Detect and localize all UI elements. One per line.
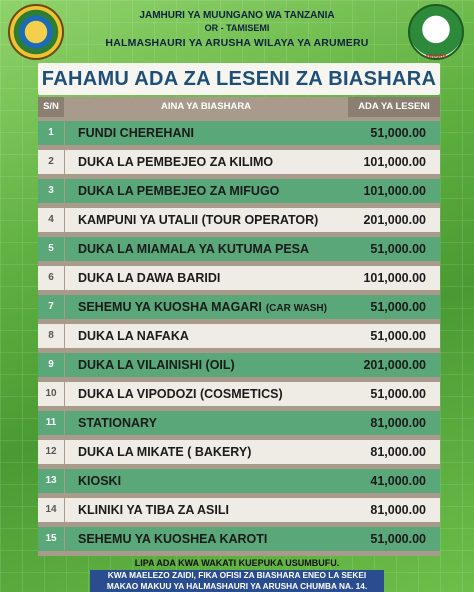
- footer-note: LIPA ADA KWA WAKATI KUEPUKA USUMBUFU.: [134, 558, 340, 568]
- table-row: 15 SEHEMU YA KUOSHEA KAROTI 51,000.00: [38, 527, 440, 551]
- row-business-type: DUKA LA NAFAKA: [65, 324, 440, 348]
- header-line-1: JAMHURI YA MUUNGANO WA TANZANIA: [139, 10, 335, 21]
- row-sn: 2: [38, 150, 64, 174]
- row-license-fee: 201,000.00: [363, 213, 426, 227]
- row-business-name: DUKA LA NAFAKA: [78, 329, 189, 343]
- header-ada: ADA YA LESENI (Tsh.): [348, 97, 440, 132]
- row-business-type: KAMPUNI YA UTALII (TOUR OPERATOR): [65, 208, 440, 232]
- fees-table: S/N AINA YA BIASHARA ADA YA LESENI (Tsh.…: [38, 97, 440, 556]
- row-license-fee: 51,000.00: [370, 300, 426, 314]
- row-license-fee: 201,000.00: [363, 358, 426, 372]
- row-sn: 14: [38, 498, 64, 522]
- coat-of-arms-icon: [8, 4, 64, 60]
- row-business-type: SEHEMU YA KUOSHA MAGARI (CAR WASH): [65, 295, 440, 319]
- table-row: 5 DUKA LA MIAMALA YA KUTUMA PESA 51,000.00: [38, 237, 440, 261]
- row-business-name: DUKA LA VILAINISHI (OIL): [78, 358, 235, 372]
- row-business-type: DUKA LA VIPODOZI (COSMETICS): [65, 382, 440, 406]
- row-business-type: DUKA LA DAWA BARIDI: [65, 266, 440, 290]
- row-business-name: DUKA LA VIPODOZI (COSMETICS): [78, 387, 283, 401]
- row-sn: 4: [38, 208, 64, 232]
- council-logo-text: ARUSHA: [425, 54, 447, 60]
- row-license-fee: 101,000.00: [363, 271, 426, 285]
- council-logo-icon: ARUSHA: [408, 4, 464, 60]
- title-band: FAHAMU ADA ZA LESENI ZA BIASHARA: [38, 63, 440, 95]
- row-business-type: DUKA LA VILAINISHI (OIL): [65, 353, 440, 377]
- table-row: 11 STATIONARY 81,000.00: [38, 411, 440, 435]
- row-business-name: SEHEMU YA KUOSHEA KAROTI: [78, 532, 268, 546]
- table-row: 13 KIOSKI 41,000.00: [38, 469, 440, 493]
- row-license-fee: 51,000.00: [370, 387, 426, 401]
- row-business-name: DUKA LA DAWA BARIDI: [78, 271, 221, 285]
- row-sn: 6: [38, 266, 64, 290]
- table-row: 9 DUKA LA VILAINISHI (OIL) 201,000.00: [38, 353, 440, 377]
- footer-info: KWA MAELEZO ZAIDI, FIKA OFISI ZA BIASHAR…: [90, 570, 384, 592]
- row-sn: 3: [38, 179, 64, 203]
- table-row: 14 KLINIKI YA TIBA ZA ASILI 81,000.00: [38, 498, 440, 522]
- row-sn: 1: [38, 121, 64, 145]
- row-business-name: SEHEMU YA KUOSHA MAGARI: [78, 300, 262, 314]
- row-sn: 7: [38, 295, 64, 319]
- row-business-name: STATIONARY: [78, 416, 157, 430]
- row-business-type: KIOSKI: [65, 469, 440, 493]
- footer-line-2: KWA MAELEZO ZAIDI, FIKA OFISI ZA BIASHAR…: [107, 570, 367, 580]
- row-business-type: SEHEMU YA KUOSHEA KAROTI: [65, 527, 440, 551]
- header-line-3: HALMASHAURI YA ARUSHA WILAYA YA ARUMERU: [105, 37, 369, 49]
- row-license-fee: 51,000.00: [370, 126, 426, 140]
- row-sn: 12: [38, 440, 64, 464]
- row-business-type: STATIONARY: [65, 411, 440, 435]
- row-license-fee: 41,000.00: [370, 474, 426, 488]
- row-sn: 9: [38, 353, 64, 377]
- row-business-subtitle: (CAR WASH): [265, 303, 327, 314]
- row-business-type: KLINIKI YA TIBA ZA ASILI: [65, 498, 440, 522]
- row-business-name: KIOSKI: [78, 474, 122, 488]
- table-row: 2 DUKA LA PEMBEJEO ZA KILIMO 101,000.00: [38, 150, 440, 174]
- page-title: FAHAMU ADA ZA LESENI ZA BIASHARA: [41, 67, 437, 90]
- table-row: 10 DUKA LA VIPODOZI (COSMETICS) 51,000.00: [38, 382, 440, 406]
- row-sn: 11: [38, 411, 64, 435]
- row-business-type: FUNDI CHEREHANI: [65, 121, 440, 145]
- header: JAMHURI YA MUUNGANO WA TANZANIA OR - TAM…: [0, 0, 474, 60]
- header-sn: S/N: [38, 97, 64, 117]
- table-row: 7 SEHEMU YA KUOSHA MAGARI (CAR WASH) 51,000…: [38, 295, 440, 319]
- row-business-name: DUKA LA MIKATE ( BAKERY): [78, 445, 252, 459]
- row-license-fee: 51,000.00: [370, 329, 426, 343]
- row-business-type: DUKA LA PEMBEJEO ZA KILIMO: [65, 150, 440, 174]
- table-row: 3 DUKA LA PEMBEJEO ZA MIFUGO 101,000.00: [38, 179, 440, 203]
- header-line-2: OR - TAMISEMI: [204, 23, 270, 33]
- row-license-fee: 101,000.00: [363, 184, 426, 198]
- table-header: S/N AINA YA BIASHARA ADA YA LESENI (Tsh.…: [38, 97, 440, 132]
- row-license-fee: 81,000.00: [370, 416, 426, 430]
- table-row: 12 DUKA LA MIKATE ( BAKERY) 81,000.00: [38, 440, 440, 464]
- row-license-fee: 81,000.00: [370, 445, 426, 459]
- table-row: 1 FUNDI CHEREHANI 51,000.00: [38, 121, 440, 145]
- row-sn: 5: [38, 237, 64, 261]
- row-license-fee: 51,000.00: [370, 242, 426, 256]
- header-aina: AINA YA BIASHARA: [160, 101, 252, 112]
- row-business-type: DUKA LA PEMBEJEO ZA MIFUGO: [65, 179, 440, 203]
- row-business-type: DUKA LA MIAMALA YA KUTUMA PESA: [65, 237, 440, 261]
- footer-line-3: MAKAO MAKUU YA HALMASHAURI YA ARUSHA CHU…: [106, 581, 368, 591]
- row-sn: 8: [38, 324, 64, 348]
- row-business-name: KLINIKI YA TIBA ZA ASILI: [78, 503, 229, 517]
- row-business-name: FUNDI CHEREHANI: [78, 126, 194, 140]
- row-business-name: DUKA LA PEMBEJEO ZA MIFUGO: [78, 184, 280, 198]
- row-sn: 15: [38, 527, 64, 551]
- row-sn: 10: [38, 382, 64, 406]
- table-row: 4 KAMPUNI YA UTALII (TOUR OPERATOR) 201,00…: [38, 208, 440, 232]
- row-business-name: DUKA LA MIAMALA YA KUTUMA PESA: [78, 242, 310, 256]
- row-license-fee: 101,000.00: [363, 155, 426, 169]
- row-business-type: DUKA LA MIKATE ( BAKERY): [65, 440, 440, 464]
- row-license-fee: 81,000.00: [370, 503, 426, 517]
- row-license-fee: 51,000.00: [370, 532, 426, 546]
- row-business-name: DUKA LA PEMBEJEO ZA KILIMO: [78, 155, 274, 169]
- table-row: 6 DUKA LA DAWA BARIDI 101,000.00: [38, 266, 440, 290]
- row-sn: 13: [38, 469, 64, 493]
- table-row: 8 DUKA LA NAFAKA 51,000.00: [38, 324, 440, 348]
- row-business-name: KAMPUNI YA UTALII (TOUR OPERATOR): [78, 213, 319, 227]
